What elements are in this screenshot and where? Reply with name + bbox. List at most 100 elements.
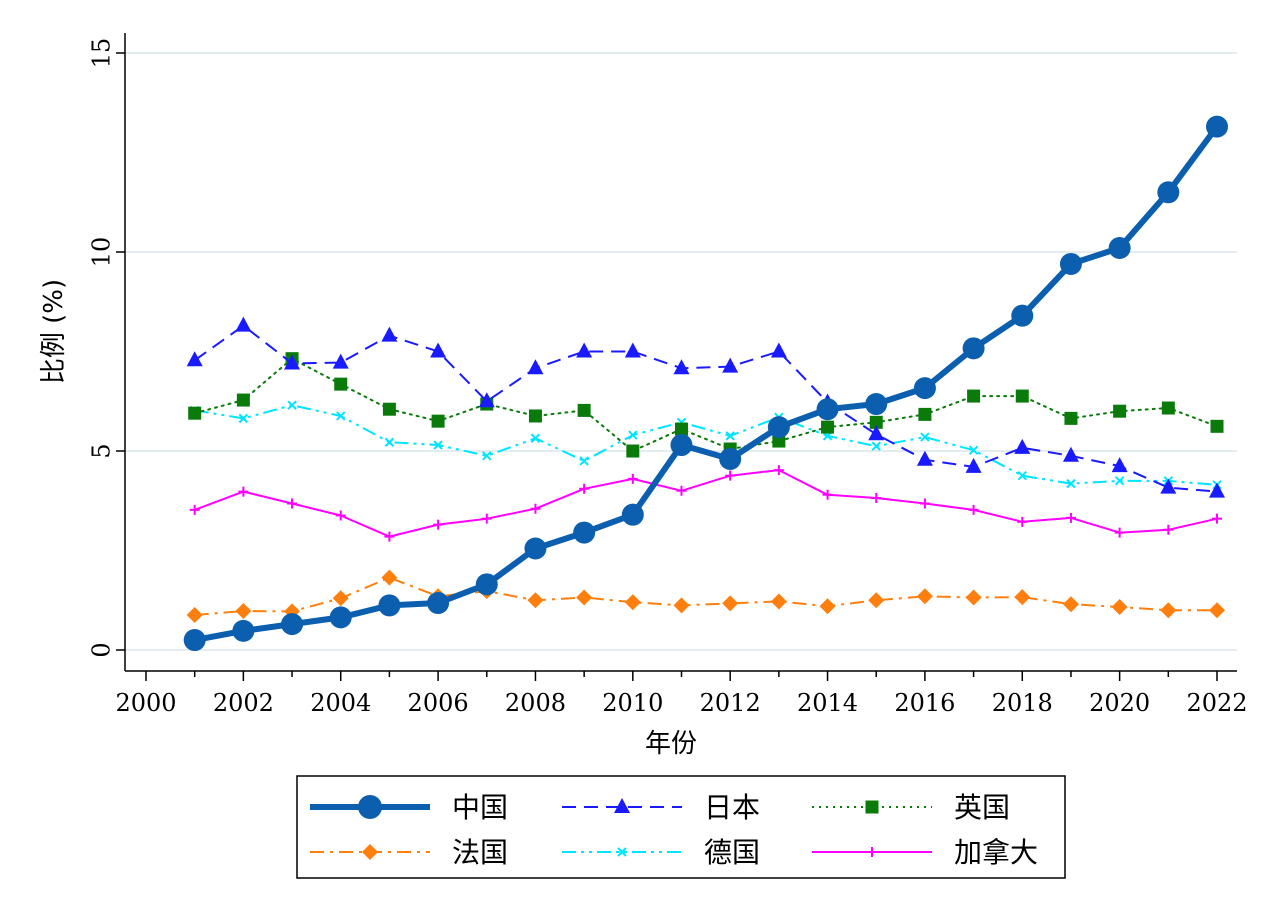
data-point — [384, 531, 395, 542]
legend-marker — [362, 844, 378, 860]
data-point — [816, 398, 839, 421]
data-point — [621, 503, 644, 526]
data-point — [1065, 512, 1076, 523]
x-tick-label: 2008 — [505, 689, 566, 717]
data-point — [1064, 411, 1078, 425]
data-point — [431, 414, 445, 428]
legend-marker — [865, 800, 879, 814]
data-point — [238, 413, 249, 424]
data-point — [965, 589, 982, 606]
data-point — [868, 592, 885, 609]
x-tick-label: 2004 — [310, 689, 371, 717]
data-point — [962, 337, 985, 360]
data-point — [378, 594, 401, 617]
x-tick-label: 2016 — [894, 689, 955, 717]
data-point — [579, 456, 589, 466]
data-point — [1062, 446, 1079, 462]
data-point — [1114, 527, 1125, 538]
series-line — [194, 124, 1220, 643]
series-line — [194, 469, 1218, 538]
x-tick-label: 2006 — [408, 689, 469, 717]
series-3 — [186, 569, 1225, 623]
y-axis-title: 比例 (%) — [39, 279, 69, 384]
data-point — [335, 510, 346, 521]
data-point — [968, 504, 979, 515]
series-line — [193, 357, 1218, 452]
data-point — [236, 393, 250, 407]
legend-item: 加拿大 — [812, 836, 1038, 869]
y-tick-label: 0 — [88, 642, 116, 657]
data-point — [186, 351, 203, 367]
data-point — [670, 434, 693, 457]
data-point — [579, 483, 590, 494]
data-point — [527, 359, 544, 375]
data-point — [427, 592, 450, 615]
data-point — [918, 407, 932, 421]
data-point — [481, 513, 492, 524]
data-point — [381, 569, 398, 586]
data-point — [772, 434, 786, 448]
data-point — [1014, 589, 1031, 606]
y-tick-label: 5 — [88, 443, 116, 458]
axes: 0 5 10 15 2000 2002 2004 2006 2008 2010 2012 2014 20… — [88, 33, 1248, 717]
data-point — [868, 425, 885, 441]
data-point — [627, 473, 638, 484]
data-point — [530, 503, 541, 514]
data-point — [773, 465, 784, 476]
data-point — [676, 485, 687, 496]
data-point — [624, 594, 641, 611]
data-point — [819, 598, 836, 615]
x-tick-label: 2018 — [992, 689, 1053, 717]
series-1 — [186, 316, 1225, 498]
x-tick-label: 2010 — [602, 689, 663, 717]
data-point — [1210, 419, 1224, 433]
data-point — [967, 389, 981, 403]
data-point — [722, 595, 739, 612]
data-point — [722, 357, 739, 373]
data-point — [1111, 457, 1128, 473]
data-point — [1161, 401, 1175, 415]
data-point — [1160, 602, 1177, 619]
x-axis-title: 年份 — [645, 729, 697, 759]
data-point — [1108, 237, 1131, 260]
data-point — [719, 447, 742, 470]
data-point — [433, 440, 443, 450]
data-point — [1062, 596, 1079, 613]
data-point — [573, 521, 596, 544]
legend-marker — [614, 798, 630, 813]
data-point — [235, 602, 252, 619]
data-point — [475, 573, 498, 596]
data-point — [1163, 524, 1174, 535]
x-tick-label: 2022 — [1186, 689, 1247, 717]
data-point — [332, 590, 349, 607]
data-point — [478, 392, 495, 408]
data-point — [871, 492, 882, 503]
data-point — [576, 342, 593, 358]
data-point — [675, 422, 688, 436]
series-line — [194, 576, 1217, 616]
data-point — [1209, 482, 1225, 498]
data-point — [238, 486, 249, 497]
data-point — [1160, 478, 1177, 494]
data-point — [336, 411, 346, 421]
data-point — [1209, 602, 1225, 619]
legend-box — [296, 775, 1066, 879]
x-tick-label: 2014 — [797, 689, 858, 717]
series-4 — [189, 400, 1222, 490]
data-point — [1114, 476, 1125, 486]
data-point — [1212, 513, 1222, 524]
data-point — [433, 519, 444, 530]
legend-marker — [358, 795, 382, 819]
legend-marker — [867, 847, 877, 857]
data-point — [1206, 115, 1228, 138]
data-point — [482, 451, 492, 461]
data-point — [1011, 304, 1034, 327]
data-point — [528, 409, 542, 423]
data-point — [913, 377, 936, 400]
x-tick-label: 2012 — [700, 689, 761, 717]
data-point — [626, 444, 640, 458]
data-point — [725, 470, 736, 481]
legend-label: 中国 — [452, 791, 508, 824]
